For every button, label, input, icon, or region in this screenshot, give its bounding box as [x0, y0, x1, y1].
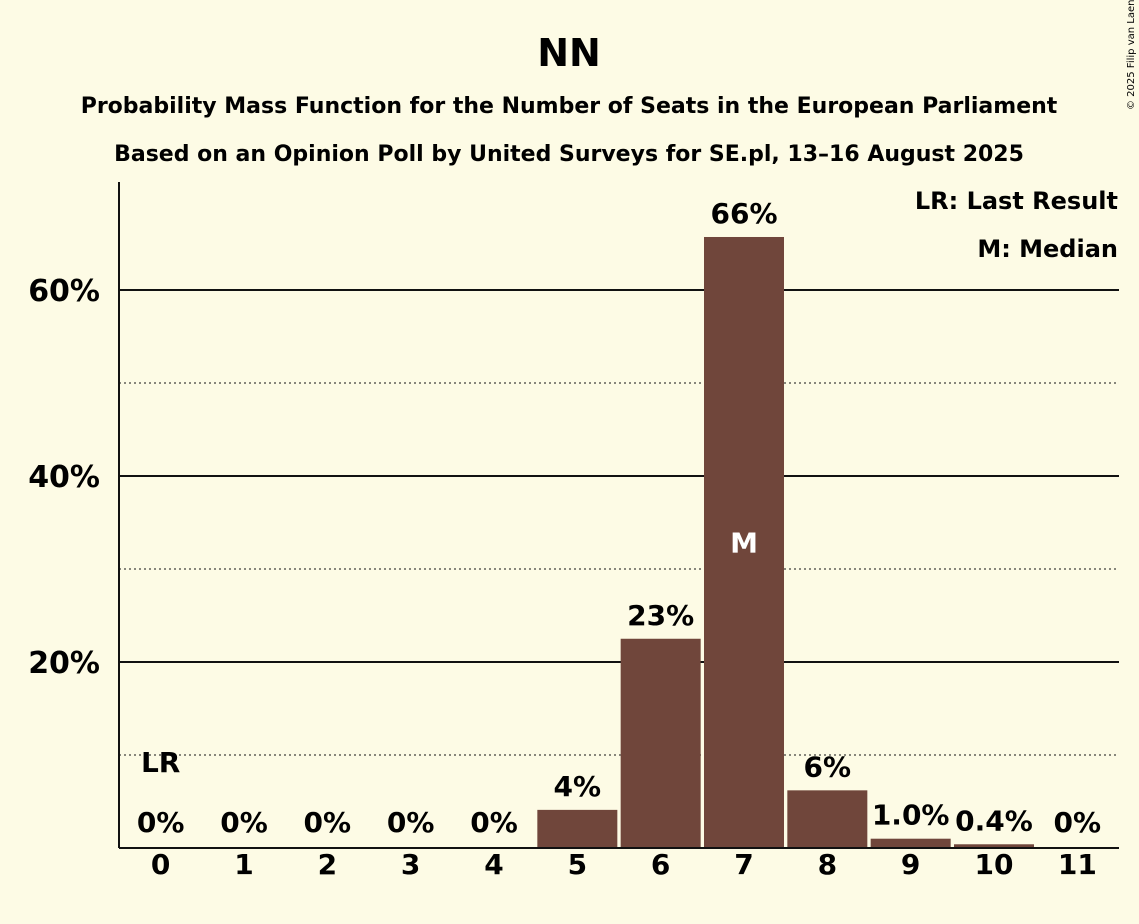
- data-label: 0%: [387, 806, 435, 839]
- median-marker: M: [730, 526, 758, 559]
- gridlines: [119, 289, 1119, 756]
- x-tick-label: 3: [401, 848, 420, 881]
- bar: [787, 790, 868, 848]
- data-labels: 0% LR 0% 0% 0% 0% 4% 23% 66% M 6% 1.0% 0.4% 0%: [137, 197, 1101, 839]
- data-label: 0%: [304, 806, 352, 839]
- data-label: 0.4%: [955, 804, 1033, 837]
- last-result-marker: LR: [141, 746, 180, 779]
- y-axis-ticks: 20% 40% 60%: [28, 274, 100, 681]
- bar: [537, 809, 618, 848]
- y-tick-label: 60%: [28, 274, 100, 309]
- x-axis-ticks: 0 1 2 3 4 5 6 7 8 9 10 11: [151, 848, 1097, 881]
- x-tick-label: 0: [151, 848, 170, 881]
- x-tick-label: 8: [818, 848, 837, 881]
- bar: [620, 638, 701, 848]
- x-tick-label: 5: [568, 848, 587, 881]
- data-label: 66%: [710, 197, 777, 230]
- x-tick-label: 2: [318, 848, 337, 881]
- y-tick-label: 40%: [28, 460, 100, 495]
- x-tick-label: 10: [975, 848, 1014, 881]
- data-label: 0%: [1054, 806, 1102, 839]
- copyright-notice: © 2025 Filip van Laenen: [1126, 0, 1137, 110]
- bars: [537, 236, 1034, 849]
- x-tick-label: 7: [734, 848, 753, 881]
- data-label: 1.0%: [872, 799, 950, 832]
- bar: [870, 838, 951, 848]
- y-tick-label: 20%: [28, 646, 100, 681]
- x-tick-label: 6: [651, 848, 670, 881]
- bar: [954, 844, 1034, 848]
- x-tick-label: 1: [234, 848, 253, 881]
- chart-subtitle-1: Probability Mass Function for the Number…: [81, 94, 1058, 119]
- data-label: 4%: [554, 770, 602, 803]
- chart-title: NN: [537, 31, 601, 75]
- chart-subtitle-2: Based on an Opinion Poll by United Surve…: [114, 142, 1024, 167]
- legend-last-result: LR: Last Result: [915, 187, 1118, 215]
- data-label: 0%: [220, 806, 268, 839]
- legend-median: M: Median: [977, 235, 1118, 263]
- data-label: 6%: [804, 750, 852, 783]
- bar: [704, 236, 784, 849]
- x-tick-label: 11: [1058, 848, 1097, 881]
- x-tick-label: 4: [484, 848, 503, 881]
- data-label: 0%: [470, 806, 518, 839]
- data-label: 0%: [137, 806, 185, 839]
- x-tick-label: 9: [901, 848, 920, 881]
- data-label: 23%: [627, 599, 694, 632]
